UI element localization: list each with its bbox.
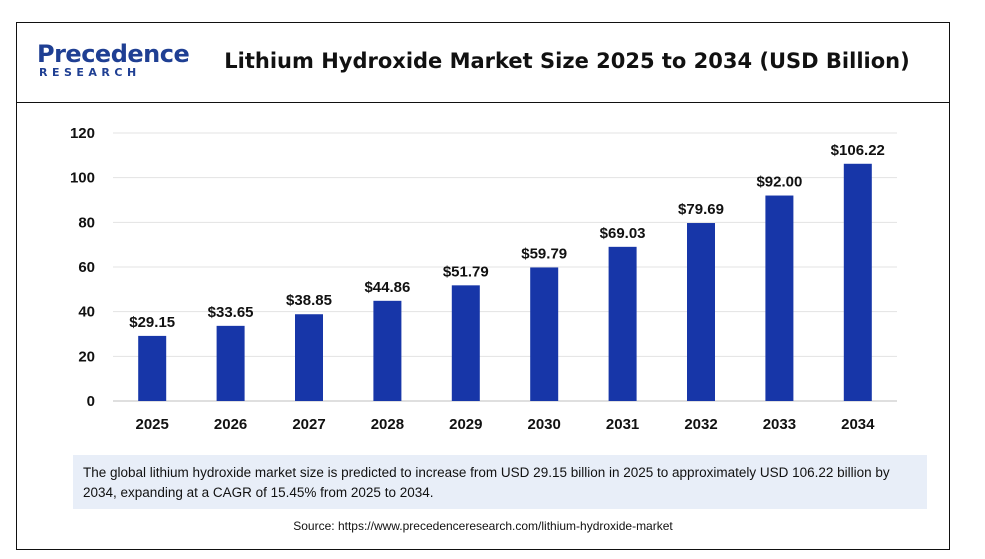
source-citation: Source: https://www.precedenceresearch.c… bbox=[293, 519, 673, 533]
logo-wordmark: Precedence bbox=[37, 40, 190, 68]
x-tick-label: 2028 bbox=[371, 416, 404, 433]
data-label: $59.79 bbox=[521, 245, 567, 262]
data-label: $29.15 bbox=[129, 314, 175, 331]
data-label: $44.86 bbox=[364, 279, 410, 296]
bar bbox=[138, 335, 167, 401]
bar bbox=[843, 163, 872, 401]
bar bbox=[451, 285, 480, 401]
bar bbox=[530, 267, 559, 401]
y-tick-label: 0 bbox=[87, 393, 95, 410]
precedence-research-logo: Precedence RESEARCH bbox=[37, 40, 190, 85]
data-label: $51.79 bbox=[443, 263, 489, 280]
x-tick-label: 2027 bbox=[292, 416, 325, 433]
chart-title: Lithium Hydroxide Market Size 2025 to 20… bbox=[224, 49, 910, 73]
bar bbox=[765, 195, 794, 401]
bar bbox=[373, 300, 402, 401]
data-label: $106.22 bbox=[831, 142, 885, 159]
data-label: $92.00 bbox=[756, 174, 802, 191]
y-tick-label: 60 bbox=[78, 259, 95, 276]
x-tick-label: 2033 bbox=[763, 416, 796, 433]
data-label: $79.69 bbox=[678, 201, 724, 218]
data-label: $38.85 bbox=[286, 292, 332, 309]
x-tick-label: 2032 bbox=[684, 416, 717, 433]
data-label: $69.03 bbox=[600, 225, 646, 242]
x-tick-label: 2029 bbox=[449, 416, 482, 433]
bar-chart: 0 20 40 60 80 100 120 $29.15 2025 $33.65 2026 $38.8… bbox=[70, 125, 897, 433]
logo-subtitle: RESEARCH bbox=[39, 66, 141, 79]
chart-frame: Precedence RESEARCH Lithium Hydroxide Ma… bbox=[16, 22, 950, 550]
summary-note: The global lithium hydroxide market size… bbox=[73, 455, 927, 509]
data-label: $33.65 bbox=[208, 304, 254, 321]
chart-header: Precedence RESEARCH Lithium Hydroxide Ma… bbox=[17, 23, 949, 103]
y-tick-label: 80 bbox=[78, 214, 95, 231]
x-tick-label: 2031 bbox=[606, 416, 639, 433]
y-tick-label: 40 bbox=[78, 304, 95, 321]
y-tick-label: 120 bbox=[70, 125, 95, 142]
x-tick-label: 2030 bbox=[528, 416, 561, 433]
y-tick-label: 20 bbox=[78, 348, 95, 365]
bar bbox=[608, 246, 637, 401]
x-tick-label: 2034 bbox=[841, 416, 875, 433]
bar bbox=[216, 325, 245, 401]
bar bbox=[295, 314, 323, 401]
x-tick-label: 2025 bbox=[136, 416, 169, 433]
bar bbox=[687, 223, 715, 401]
y-tick-label: 100 bbox=[70, 170, 95, 187]
x-tick-label: 2026 bbox=[214, 416, 247, 433]
